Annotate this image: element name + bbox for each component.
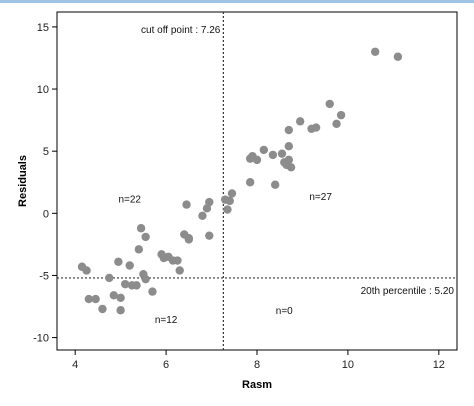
data-point <box>109 291 119 300</box>
data-point <box>136 224 146 233</box>
data-point <box>173 256 182 265</box>
data-point <box>284 125 294 135</box>
quadrant-count-label: n=27 <box>309 192 332 203</box>
data-point <box>198 211 207 220</box>
y-tick-label: 0 <box>43 208 49 220</box>
data-point <box>393 52 403 61</box>
data-point <box>295 117 305 126</box>
data-points <box>77 47 403 315</box>
data-point <box>268 150 278 160</box>
data-point <box>332 119 341 129</box>
data-point <box>116 306 125 315</box>
data-point <box>277 149 287 158</box>
data-point <box>84 294 94 304</box>
y-tick-label: -5 <box>39 270 49 282</box>
reference-lines <box>57 12 457 350</box>
quadrant-count-label: n=22 <box>118 194 141 205</box>
data-point <box>370 47 380 56</box>
x-tick-label: 8 <box>254 359 260 371</box>
data-point <box>141 232 150 242</box>
data-point <box>284 142 294 151</box>
data-point <box>227 189 237 198</box>
data-point <box>205 231 214 240</box>
data-point <box>245 178 255 187</box>
plot-frame <box>56 11 458 351</box>
data-point <box>98 304 107 314</box>
data-point <box>91 294 100 304</box>
data-point <box>336 110 346 120</box>
window-top-stripe <box>0 0 474 3</box>
data-point <box>205 197 214 207</box>
y-tick-label: 10 <box>37 84 49 96</box>
data-point <box>175 266 184 275</box>
annotations: cut off point : 7.26 20th percentile : 5.… <box>118 25 454 326</box>
y-tick-label: -10 <box>33 333 49 345</box>
data-point <box>132 281 141 290</box>
x-axis-title: Rasm <box>242 379 272 391</box>
data-point <box>116 293 125 303</box>
data-point <box>105 273 114 283</box>
data-point <box>270 180 280 189</box>
data-point <box>225 196 234 206</box>
quadrant-count-label: n=0 <box>276 306 293 317</box>
cutoff-label: cut off point : 7.26 <box>141 25 221 36</box>
data-point <box>114 257 123 266</box>
data-point <box>148 287 157 296</box>
data-point <box>184 235 194 244</box>
axis-ticks: 4 6 8 10 12 -10 -5 0 5 10 15 <box>33 22 445 371</box>
data-point <box>82 266 91 275</box>
data-point <box>182 200 191 209</box>
data-point <box>325 99 334 109</box>
percentile-label: 20th percentile : 5.20 <box>361 286 455 297</box>
data-point <box>284 155 294 165</box>
data-point <box>259 145 269 155</box>
data-point <box>252 155 262 165</box>
x-tick-label: 10 <box>342 359 354 371</box>
quadrant-count-label: n=12 <box>155 315 178 326</box>
y-tick-label: 15 <box>37 22 49 34</box>
x-tick-label: 12 <box>433 359 445 371</box>
y-axis-title: Residuals <box>17 155 29 207</box>
data-point <box>141 274 150 284</box>
data-point <box>311 123 321 132</box>
data-point <box>125 261 134 270</box>
data-point <box>134 245 144 254</box>
y-tick-label: 5 <box>43 146 49 158</box>
data-point <box>286 163 296 172</box>
data-point <box>223 205 232 214</box>
x-tick-label: 4 <box>72 359 78 371</box>
data-point <box>120 279 130 289</box>
x-tick-label: 6 <box>163 359 169 371</box>
